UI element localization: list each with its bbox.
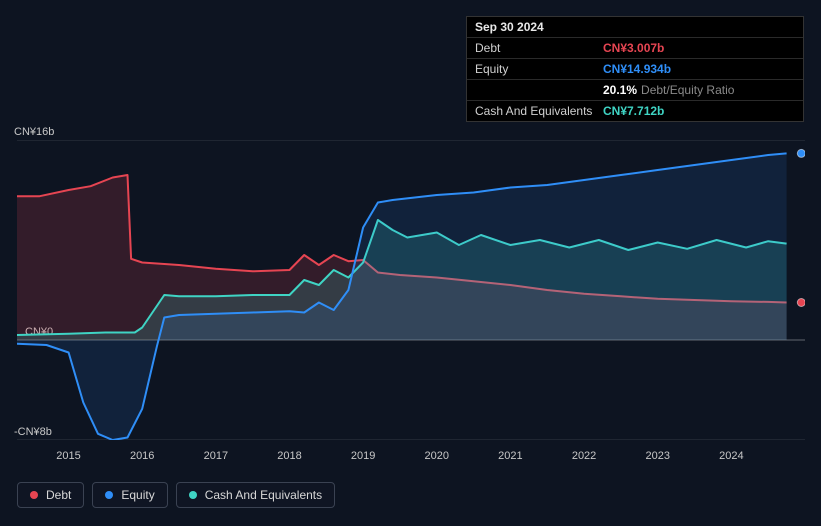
legend-item[interactable]: Debt: [17, 482, 84, 508]
x-axis-tick: 2021: [498, 450, 522, 462]
x-axis-tick: 2020: [425, 450, 449, 462]
info-ratio-value: 20.1%: [603, 83, 637, 97]
legend-label: Cash And Equivalents: [205, 488, 322, 502]
legend-dot-icon: [30, 491, 38, 499]
info-equity-row: Equity CN¥14.934b: [467, 59, 803, 80]
x-axis-tick: 2023: [645, 450, 669, 462]
legend-item[interactable]: Cash And Equivalents: [176, 482, 335, 508]
x-axis-tick: 2015: [56, 450, 80, 462]
x-axis-tick: 2022: [572, 450, 596, 462]
legend: Debt Equity Cash And Equivalents: [17, 482, 335, 508]
x-axis-tick: 2017: [204, 450, 228, 462]
legend-label: Debt: [46, 488, 71, 502]
legend-item[interactable]: Equity: [92, 482, 167, 508]
legend-dot-icon: [105, 491, 113, 499]
info-date: Sep 30 2024: [475, 20, 544, 34]
info-cash-label: Cash And Equivalents: [475, 104, 603, 118]
area-chart: [17, 140, 805, 440]
x-axis-tick: 2019: [351, 450, 375, 462]
x-axis-tick: 2016: [130, 450, 154, 462]
x-axis-tick: 2024: [719, 450, 743, 462]
info-cash-row: Cash And Equivalents CN¥7.712b: [467, 101, 803, 121]
info-panel: Sep 30 2024 Debt CN¥3.007b Equity CN¥14.…: [466, 16, 804, 122]
info-equity-value: CN¥14.934b: [603, 62, 671, 76]
info-debt-row: Debt CN¥3.007b: [467, 38, 803, 59]
info-cash-value: CN¥7.712b: [603, 104, 664, 118]
info-ratio-suffix: Debt/Equity Ratio: [641, 83, 734, 97]
info-equity-label: Equity: [475, 62, 603, 76]
info-ratio-row: 20.1% Debt/Equity Ratio: [467, 80, 803, 101]
info-debt-value: CN¥3.007b: [603, 41, 664, 55]
y-axis-label: CN¥16b: [14, 126, 54, 138]
info-date-row: Sep 30 2024: [467, 17, 803, 38]
legend-dot-icon: [189, 491, 197, 499]
x-axis-tick: 2018: [277, 450, 301, 462]
info-debt-label: Debt: [475, 41, 603, 55]
legend-label: Equity: [121, 488, 154, 502]
